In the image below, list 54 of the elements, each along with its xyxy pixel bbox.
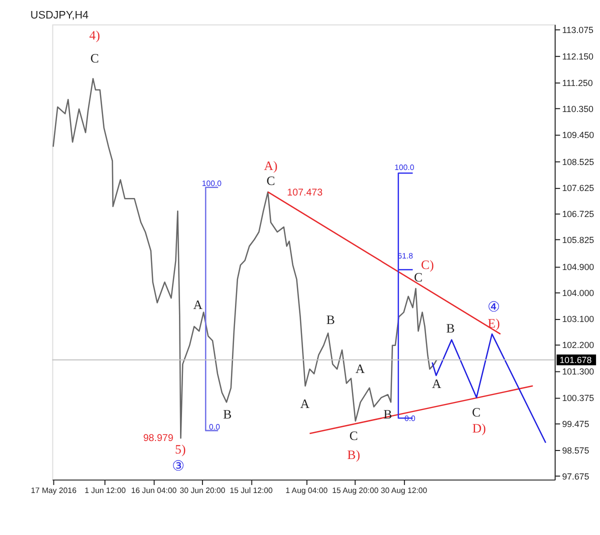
annotation: B) (347, 448, 360, 462)
x-tick-label: 15 Aug 20:00 (332, 486, 380, 495)
x-tick-label: 16 Jun 04:00 (131, 486, 178, 495)
annotation: 100.0 (202, 178, 222, 188)
y-tick-label: 113.075 (562, 24, 594, 35)
annotation: C (90, 51, 99, 66)
ref-line-label: 101.678 (560, 354, 592, 365)
y-tick-label: 111.250 (562, 78, 593, 88)
annotation: D) (472, 422, 486, 436)
y-tick-label: 100.375 (562, 393, 594, 404)
x-tick-label: 17 May 2016 (30, 486, 78, 495)
y-tick-label: 106.725 (562, 209, 594, 220)
annotation: B (223, 407, 232, 422)
annotation: A (432, 377, 442, 392)
annotation: C (266, 174, 275, 188)
y-tick-label: 109.450 (562, 130, 594, 140)
annotation: 107.473 (287, 187, 324, 198)
annotation: A) (264, 158, 278, 173)
y-tick-label: 103.100 (562, 314, 594, 324)
x-tick-label: 30 Jun 20:00 (180, 486, 226, 495)
annotation: 5) (175, 442, 186, 456)
annotation: C) (421, 258, 434, 272)
annotation: B (446, 321, 455, 336)
annotation: ④ (487, 300, 500, 315)
y-tick-label: 104.000 (562, 288, 594, 298)
annotation: 0.0 (209, 422, 221, 432)
y-tick-label: 102.200 (562, 340, 594, 350)
x-tick-label: 1 Jun 12:00 (84, 486, 126, 495)
annotation: B (326, 312, 335, 327)
y-tick-label: 97.675 (562, 471, 590, 482)
annotation: 100.0 (394, 162, 415, 172)
y-tick-label: 101.300 (562, 366, 594, 376)
annotation: 98.979 (143, 432, 174, 444)
y-tick-label: 105.825 (562, 235, 594, 246)
annotation: 4) (89, 28, 100, 43)
annotation: A (300, 396, 310, 411)
annotation: C (472, 405, 481, 420)
x-tick-label: 1 Aug 04:00 (286, 486, 328, 495)
y-tick-label: 98.575 (562, 445, 590, 456)
x-tick-label: 30 Aug 12:00 (380, 486, 428, 495)
chart-title: USDJPY,H4 (30, 9, 89, 22)
y-tick-label: 112.150 (562, 52, 594, 62)
x-tick-label: 15 Jul 12:00 (230, 486, 274, 495)
annotation: A (193, 298, 204, 312)
annotation: ③ (172, 458, 186, 474)
annotation: E) (488, 316, 500, 331)
y-tick-label: 104.900 (562, 262, 594, 272)
y-tick-label: 108.525 (562, 156, 594, 167)
y-tick-label: 99.475 (562, 419, 590, 430)
y-tick-label: 107.625 (562, 182, 594, 193)
annotation: C (414, 270, 423, 284)
annotation: A (356, 362, 366, 376)
annotation: C (349, 429, 358, 444)
y-tick-label: 110.350 (562, 104, 594, 114)
